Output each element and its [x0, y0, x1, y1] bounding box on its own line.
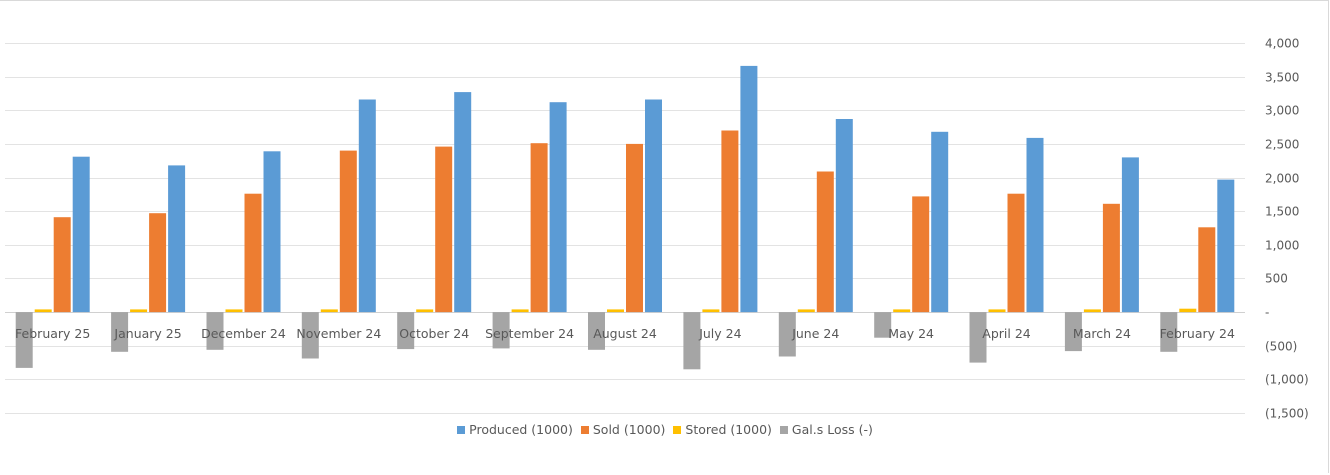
- bar-stored-1000: [34, 309, 52, 313]
- bar-gal-s-loss: [969, 312, 987, 363]
- bar-sold-1000: [244, 193, 262, 313]
- y-tick-label: 4,000: [1265, 37, 1299, 51]
- legend-item: Produced (1000): [457, 422, 573, 437]
- bar-stored-1000: [607, 309, 624, 313]
- legend-swatch: [580, 426, 589, 434]
- chart-legend: Produced (1000) Sold (1000) Stored (1000) G…: [0, 422, 1330, 437]
- y-tick-label: 2,500: [1265, 138, 1299, 152]
- x-tick-label: June 24: [791, 326, 839, 341]
- bar-stored-1000: [797, 309, 815, 313]
- bar-sold-1000: [1198, 227, 1216, 313]
- y-tick-label: (1,000): [1265, 373, 1309, 387]
- x-tick-label: April 24: [982, 326, 1030, 341]
- bar-produced-1000: [168, 165, 186, 313]
- bar-stored-1000: [320, 309, 338, 313]
- x-tick-label: July 24: [698, 326, 741, 341]
- x-tick-label: March 24: [1073, 326, 1131, 341]
- bar-gal-s-loss: [683, 312, 701, 370]
- bar-sold-1000: [1007, 193, 1025, 313]
- y-tick-label: 1,000: [1265, 239, 1299, 253]
- bar-produced-1000: [549, 102, 567, 313]
- x-tick-label: December 24: [201, 326, 286, 341]
- bar-produced-1000: [740, 65, 758, 313]
- bar-sold-1000: [435, 146, 453, 313]
- bar-sold-1000: [53, 217, 71, 313]
- bar-gal-s-loss: [492, 312, 510, 349]
- bar-stored-1000: [511, 309, 529, 313]
- bar-stored-1000: [893, 309, 911, 313]
- bar-sold-1000: [912, 196, 930, 313]
- x-tick-label: May 24: [888, 326, 934, 341]
- bar-gal-s-loss: [397, 312, 415, 350]
- bar-produced-1000: [931, 131, 949, 313]
- x-tick-label: February 25: [15, 326, 90, 341]
- bar-gal-s-loss: [874, 312, 892, 338]
- bar-produced-1000: [72, 156, 90, 313]
- x-tick-label: January 25: [113, 326, 181, 341]
- legend-swatch: [457, 426, 466, 434]
- x-tick-label: August 24: [593, 326, 657, 341]
- y-tick-label: (1,500): [1265, 407, 1309, 421]
- legend-swatch: [673, 426, 682, 434]
- x-tick-label: November 24: [296, 326, 381, 341]
- y-tick-label: 2,000: [1265, 172, 1299, 186]
- bar-produced-1000: [835, 119, 853, 313]
- bar-stored-1000: [988, 309, 1006, 313]
- bar-gal-s-loss: [15, 312, 33, 368]
- y-tick-label: 3,500: [1265, 71, 1299, 85]
- bar-produced-1000: [645, 99, 662, 313]
- bar-stored-1000: [702, 309, 720, 313]
- bar-produced-1000: [454, 92, 472, 313]
- y-tick-label: 500: [1265, 272, 1288, 286]
- bar-gal-s-loss: [301, 312, 319, 359]
- bar-stored-1000: [1083, 309, 1101, 313]
- bar-sold-1000: [816, 171, 834, 313]
- legend-label: Sold (1000): [592, 422, 666, 437]
- bar-stored-1000: [416, 309, 434, 313]
- y-tick-label: -: [1265, 306, 1269, 320]
- y-tick-label: 3,000: [1265, 104, 1299, 118]
- bar-gal-s-loss: [1160, 312, 1178, 352]
- legend-item: Stored (1000): [673, 422, 772, 437]
- x-tick-label: September 24: [485, 326, 574, 341]
- legend-label: Gal.s Loss (-): [791, 422, 873, 437]
- bar-gal-s-loss: [1064, 312, 1082, 352]
- x-tick-label: February 24: [1160, 326, 1235, 341]
- y-tick-label: 1,500: [1265, 205, 1299, 219]
- legend-item: Sold (1000): [580, 422, 666, 437]
- bar-sold-1000: [530, 143, 548, 313]
- bar-gal-s-loss: [778, 312, 796, 357]
- legend-swatch: [779, 426, 788, 434]
- bar-stored-1000: [225, 309, 243, 313]
- legend-label: Stored (1000): [685, 422, 772, 437]
- bar-sold-1000: [1102, 203, 1120, 313]
- bar-gal-s-loss: [588, 312, 605, 350]
- bar-stored-1000: [1179, 308, 1197, 313]
- bar-stored-1000: [130, 309, 148, 313]
- bar-sold-1000: [149, 213, 167, 313]
- bar-gal-s-loss: [111, 312, 129, 352]
- bar-produced-1000: [263, 151, 281, 313]
- bar-produced-1000: [1026, 137, 1044, 313]
- bar-produced-1000: [1217, 179, 1235, 313]
- bar-sold-1000: [626, 143, 643, 313]
- bar-gal-s-loss: [206, 312, 224, 350]
- bar-sold-1000: [721, 130, 739, 313]
- x-tick-label: October 24: [399, 326, 469, 341]
- bar-produced-1000: [1121, 157, 1139, 313]
- bar-produced-1000: [358, 99, 376, 313]
- bar-sold-1000: [339, 150, 357, 313]
- legend-item: Gal.s Loss (-): [779, 422, 873, 437]
- y-tick-label: (500): [1265, 340, 1297, 354]
- legend-label: Produced (1000): [469, 422, 573, 437]
